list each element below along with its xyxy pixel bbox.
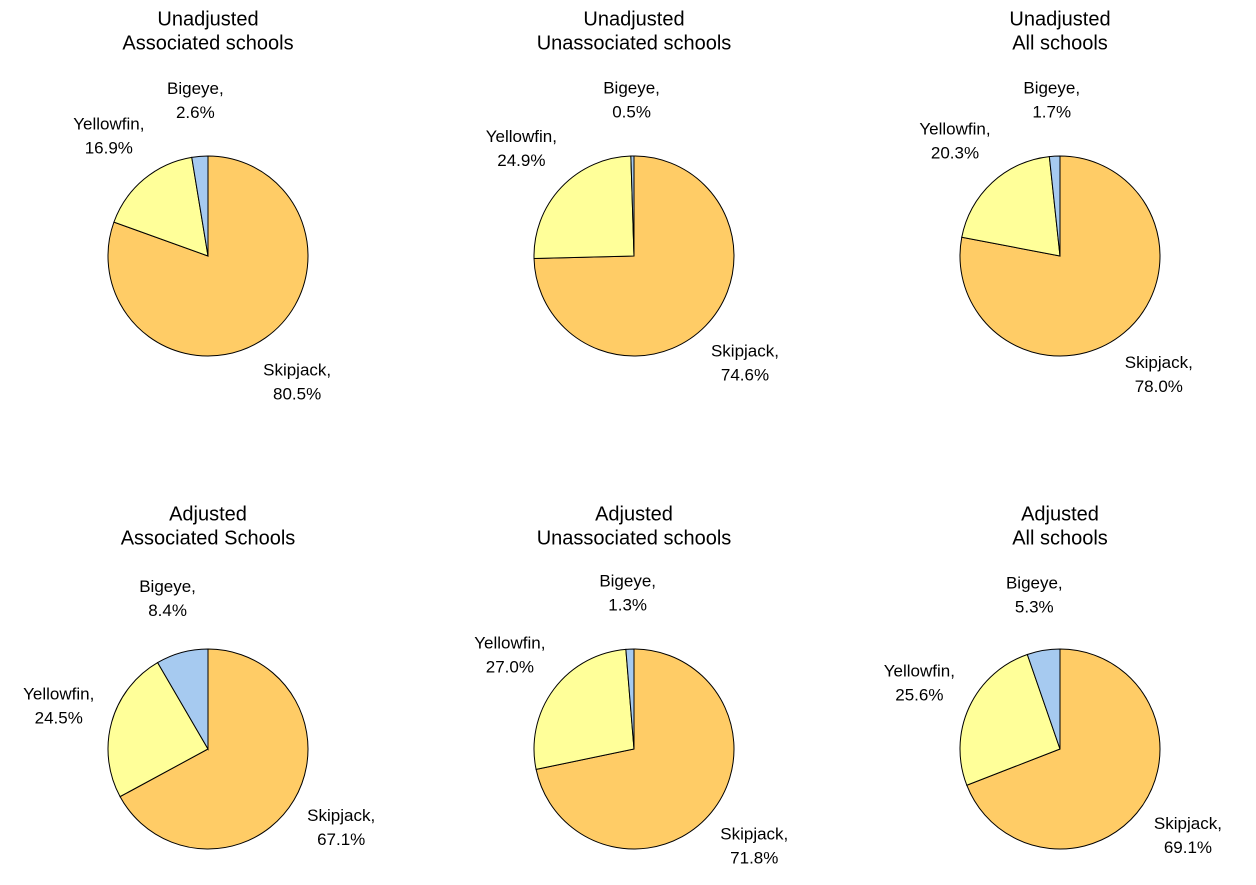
slice-category: Skipjack, <box>711 342 779 361</box>
slice-value-label: 25.6% <box>895 685 943 704</box>
chart-title: Adjusted <box>1021 503 1099 525</box>
slice-value-label: 0.5% <box>612 103 651 122</box>
pie-slice <box>191 155 209 257</box>
slice-value-label: 1.3% <box>608 596 647 615</box>
pie-slice <box>961 156 1061 257</box>
slice-category: Skipjack, <box>1154 814 1222 833</box>
slice-category: Skipjack, <box>720 824 788 843</box>
slice-value-label: 69.1% <box>1164 838 1212 857</box>
slice-category: Yellowfin, <box>474 634 545 653</box>
slice-value-label: 24.5% <box>35 709 83 728</box>
pie-slice <box>1026 648 1061 750</box>
pie-slice <box>156 648 209 751</box>
chart-title: Associated Schools <box>121 527 296 549</box>
slice-value-label: 5.3% <box>1015 598 1054 617</box>
slice-category: Bigeye, <box>167 79 224 98</box>
chart-title: Associated schools <box>122 32 293 54</box>
slice-category: Skipjack, <box>263 360 331 379</box>
slice-value-label: 16.9% <box>85 138 133 157</box>
chart-title: All schools <box>1012 527 1108 549</box>
pie-slice <box>630 155 635 257</box>
slice-category: Bigeye, <box>139 577 196 596</box>
slice-category: Yellowfin, <box>919 119 990 138</box>
pie-slice <box>533 648 635 771</box>
slice-category: Yellowfin, <box>884 661 955 680</box>
chart-title: Unassociated schools <box>537 32 732 54</box>
chart-title: Adjusted <box>169 503 247 525</box>
pie-slice <box>966 648 1161 850</box>
slice-category: Bigeye, <box>1023 79 1080 98</box>
slice-category: Bigeye, <box>603 79 660 98</box>
slice-value-label: 67.1% <box>317 830 365 849</box>
slice-value-label: 24.9% <box>497 151 545 170</box>
slice-value-label: 71.8% <box>730 848 778 867</box>
slice-value-label: 8.4% <box>148 601 187 620</box>
slice-category: Bigeye, <box>1006 574 1063 593</box>
slice-value-label: 74.6% <box>721 366 769 385</box>
chart-title: All schools <box>1012 32 1108 54</box>
slice-category: Yellowfin, <box>23 685 94 704</box>
slice-category: Yellowfin, <box>486 127 557 146</box>
slice-value-label: 27.0% <box>486 658 534 677</box>
slice-value-label: 80.5% <box>273 384 321 403</box>
pie-slice <box>1048 155 1061 257</box>
slice-value-label: 2.6% <box>176 103 215 122</box>
slice-category: Bigeye, <box>599 572 656 591</box>
slice-category: Skipjack, <box>1125 353 1193 372</box>
slice-category: Yellowfin, <box>73 114 144 133</box>
slice-value-label: 78.0% <box>1135 377 1183 396</box>
pie-slice <box>107 661 209 798</box>
slice-category: Skipjack, <box>307 806 375 825</box>
pie-slice <box>959 653 1061 786</box>
slice-value-label: 1.7% <box>1032 103 1071 122</box>
chart-title: Unassociated schools <box>537 527 732 549</box>
pie-slice <box>533 155 635 260</box>
chart-title: Unadjusted <box>1009 8 1110 30</box>
chart-title: Unadjusted <box>157 8 258 30</box>
chart-title: Unadjusted <box>583 8 684 30</box>
slice-value-label: 20.3% <box>931 143 979 162</box>
chart-title: Adjusted <box>595 503 673 525</box>
pie-slice <box>119 648 309 850</box>
pie-slice <box>625 648 635 750</box>
pie-slice <box>113 156 209 257</box>
pie-slice <box>535 648 735 850</box>
